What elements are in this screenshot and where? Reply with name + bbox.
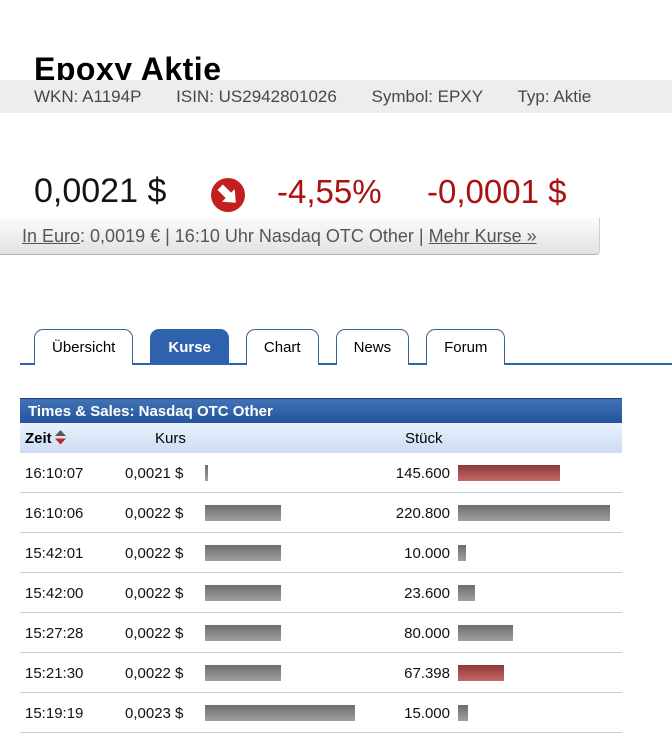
volume-bar [458,665,504,681]
arrow-down-right-circle-icon [210,177,246,213]
trade-time: 16:10:06 [25,505,84,522]
table-row: 15:19:19 0,0023 $ 15.000 [20,693,622,733]
euro-quote-text: : 0,0019 € | 16:10 Uhr Nasdaq OTC Other … [80,226,429,246]
trade-time: 15:27:28 [25,625,84,642]
tab-kurse[interactable]: Kurse [150,329,229,365]
table-row: 15:42:00 0,0022 $ 23.600 [20,573,622,613]
trade-volume: 80.000 [404,625,450,642]
trade-volume: 23.600 [404,585,450,602]
stock-meta-bar: WKN: A1194P ISIN: US2942801026 Symbol: E… [0,80,672,113]
meta-typ: Typ: Aktie [517,87,592,106]
times-sales-table: Times & Sales: Nasdaq OTC Other Zeit Kur… [20,398,622,733]
column-header-zeit[interactable]: Zeit [25,430,66,449]
trade-time: 16:10:07 [25,465,84,482]
trade-time: 15:42:01 [25,545,84,562]
tab-bar: Übersicht Kurse Chart News Forum [34,329,506,365]
price-bar [205,545,281,561]
in-euro-link[interactable]: In Euro [22,226,81,246]
column-header-kurs[interactable]: Kurs [155,430,186,447]
price-bar [205,665,281,681]
tab-forum[interactable]: Forum [426,329,506,365]
price-bar [205,465,208,481]
trade-price: 0,0022 $ [125,625,184,642]
trade-price: 0,0021 $ [125,465,184,482]
more-quotes-link[interactable]: Mehr Kurse » [428,226,537,246]
volume-bar [458,545,466,561]
tab-news[interactable]: News [335,329,410,365]
table-row: 15:21:30 0,0022 $ 67.398 [20,653,622,693]
column-header-zeit-label: Zeit [25,430,52,447]
price-bar [205,625,281,641]
secondary-quote-bar: In Euro: 0,0019 € | 16:10 Uhr Nasdaq OTC… [0,218,600,255]
table-column-header: Zeit Kurs Stück [20,423,622,453]
price-bar [205,505,281,521]
trade-price: 0,0022 $ [125,665,184,682]
table-row: 15:27:28 0,0022 $ 80.000 [20,613,622,653]
trade-time: 15:21:30 [25,665,84,682]
meta-wkn: WKN: A1194P [34,87,142,106]
volume-bar [458,625,513,641]
trade-time: 15:42:00 [25,585,84,602]
volume-bar [458,505,610,521]
volume-bar [458,705,468,721]
table-row: 15:42:01 0,0022 $ 10.000 [20,533,622,573]
change-percent: -4,55% [277,173,382,210]
current-price: 0,0021 $ [34,172,167,210]
trade-price: 0,0022 $ [125,505,184,522]
price-bar [205,585,281,601]
trade-price: 0,0022 $ [125,585,184,602]
meta-isin: ISIN: US2942801026 [176,87,337,106]
sort-icon [54,430,66,449]
trade-volume: 220.800 [395,505,450,522]
tab-uebersicht[interactable]: Übersicht [34,329,134,365]
trade-price: 0,0022 $ [125,545,184,562]
change-absolute: -0,0001 $ [427,173,567,210]
tab-chart[interactable]: Chart [245,329,319,365]
price-bar [205,705,355,721]
meta-symbol: Symbol: EPXY [371,87,484,106]
trade-volume: 10.000 [404,545,450,562]
volume-bar [458,585,475,601]
column-header-stueck[interactable]: Stück [405,430,443,447]
trade-volume: 15.000 [404,705,450,722]
trade-volume: 67.398 [404,665,450,682]
volume-bar [458,465,560,481]
trade-price: 0,0023 $ [125,705,184,722]
table-row: 16:10:06 0,0022 $ 220.800 [20,493,622,533]
table-row: 16:10:07 0,0021 $ 145.600 [20,453,622,493]
trade-volume: 145.600 [395,465,450,482]
trade-time: 15:19:19 [25,705,84,722]
table-title: Times & Sales: Nasdaq OTC Other [20,398,622,423]
